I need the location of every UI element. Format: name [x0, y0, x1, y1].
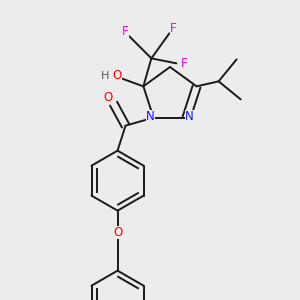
Text: O: O: [113, 226, 122, 239]
Text: O: O: [103, 91, 112, 104]
Text: F: F: [170, 22, 177, 35]
Text: H: H: [101, 71, 110, 81]
Text: F: F: [181, 57, 188, 70]
Text: N: N: [146, 110, 155, 123]
Text: O: O: [113, 69, 122, 82]
Text: F: F: [122, 25, 129, 38]
Text: N: N: [185, 110, 194, 123]
